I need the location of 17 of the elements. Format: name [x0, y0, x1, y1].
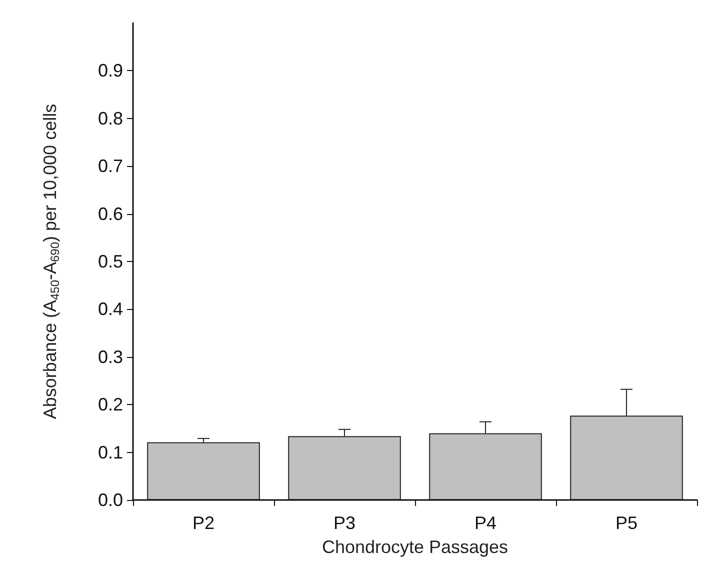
y-tick-label: 0.1 [98, 442, 123, 462]
y-tick-label: 0.8 [98, 108, 123, 128]
y-axis-title: Absorbance (A450-A690) per 10,000 cells [40, 104, 62, 420]
x-axis-title: Chondrocyte Passages [322, 537, 508, 557]
y-tick-label: 0.5 [98, 252, 123, 272]
bar [147, 442, 260, 500]
y-tick-label: 0.7 [98, 156, 123, 176]
x-tick-label: P2 [192, 513, 215, 533]
y-tick-label: 0.0 [98, 490, 123, 510]
y-tick-label: 0.6 [98, 204, 123, 224]
y-tick-label: 0.2 [98, 394, 123, 415]
x-tick-label: P4 [474, 513, 497, 533]
x-tick-label: P5 [615, 513, 638, 533]
y-tick-label: 0.3 [98, 346, 123, 367]
x-tick-label: P3 [333, 513, 356, 533]
y-tick-label: 0.4 [98, 299, 123, 320]
y-tick-label: 0.9 [98, 60, 123, 81]
